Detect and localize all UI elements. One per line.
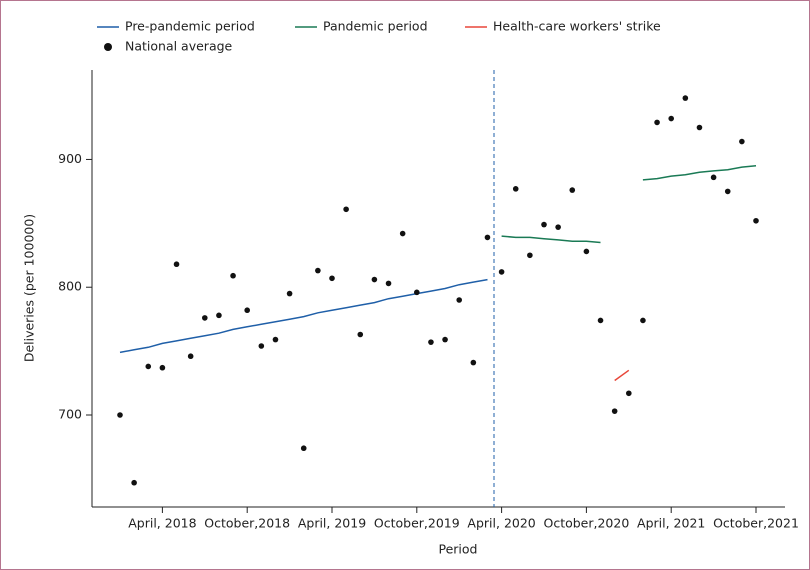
legend-swatch — [104, 43, 112, 51]
data-point — [710, 174, 717, 181]
data-point — [753, 217, 759, 224]
data-point — [611, 408, 618, 414]
trend-line — [614, 369, 630, 382]
data-point — [399, 230, 406, 237]
data-point — [569, 187, 576, 193]
data-point — [682, 95, 689, 101]
data-point — [371, 276, 378, 283]
data-point — [654, 119, 660, 126]
data-point — [442, 336, 448, 343]
x-tick-label: October,2020 — [543, 516, 629, 531]
data-point — [668, 115, 674, 122]
data-point — [470, 359, 477, 366]
x-tick-label: April, 2020 — [467, 516, 535, 531]
data-point — [315, 267, 321, 274]
x-tick-label: April, 2018 — [128, 516, 196, 531]
legend-label: Health-care workers' strike — [493, 19, 661, 34]
x-tick-label: April, 2019 — [298, 516, 366, 531]
y-tick-label: 800 — [58, 279, 82, 294]
data-point — [329, 275, 335, 282]
data-point — [300, 445, 307, 452]
x-tick-label: April, 2021 — [637, 516, 705, 531]
trend-line — [501, 165, 757, 244]
data-point — [512, 186, 519, 192]
data-point — [216, 312, 222, 319]
legend-label: Pandemic period — [323, 19, 428, 34]
data-point — [724, 188, 731, 195]
data-point — [357, 331, 364, 338]
data-point — [117, 412, 123, 418]
data-point — [230, 272, 236, 279]
y-tick-label: 700 — [58, 407, 82, 422]
data-point — [385, 280, 392, 287]
data-point — [597, 317, 604, 324]
data-point — [696, 124, 703, 131]
data-point — [159, 364, 166, 371]
data-point — [527, 252, 533, 259]
data-point — [173, 261, 180, 268]
data-point — [583, 248, 590, 255]
data-point — [555, 224, 561, 230]
data-point — [541, 221, 547, 228]
y-axis-title: Deliveries (per 100000) — [22, 214, 37, 362]
data-point — [739, 138, 745, 145]
data-point — [498, 269, 505, 275]
data-point — [456, 297, 463, 303]
data-point — [131, 479, 137, 486]
data-point — [145, 363, 152, 370]
x-tick-label: October,2018 — [204, 516, 290, 531]
data-point — [640, 317, 646, 324]
data-point — [244, 307, 250, 314]
data-point — [484, 234, 491, 241]
data-point — [272, 336, 279, 343]
data-point — [626, 390, 632, 397]
data-point — [414, 289, 420, 296]
legend-label: National average — [125, 39, 233, 54]
data-point — [202, 315, 208, 321]
x-tick-label: October,2019 — [374, 516, 460, 531]
data-point — [258, 343, 265, 349]
data-point — [286, 290, 293, 297]
data-point — [343, 206, 349, 213]
x-tick-label: October,2021 — [713, 516, 799, 531]
data-point — [187, 353, 194, 360]
legend-label: Pre-pandemic period — [125, 19, 255, 34]
data-point — [428, 339, 434, 345]
trend-line — [119, 278, 488, 354]
y-tick-label: 900 — [58, 151, 82, 166]
x-axis-title: Period — [439, 542, 478, 557]
